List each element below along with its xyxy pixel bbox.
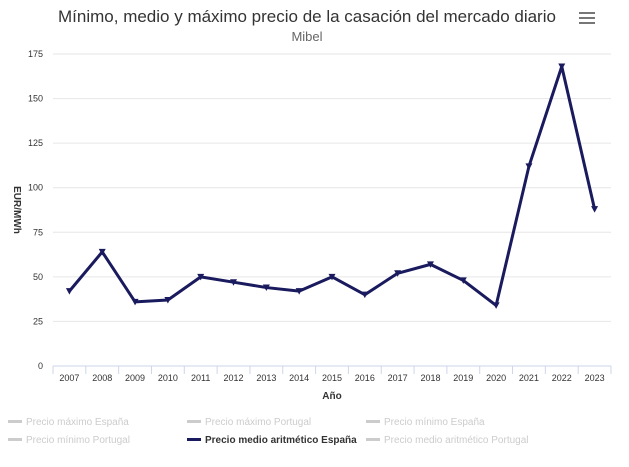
legend-item[interactable]: Precio máximo España	[8, 416, 129, 430]
data-point-marker[interactable]	[65, 288, 73, 295]
data-point-marker[interactable]	[361, 291, 369, 299]
legend-symbol-icon	[366, 419, 380, 423]
x-tick-label: 2014	[289, 373, 309, 383]
x-tick-label: 2023	[585, 373, 605, 383]
x-tick-label: 2010	[158, 373, 178, 383]
data-point-marker[interactable]	[328, 273, 336, 281]
data-point-marker[interactable]	[558, 63, 566, 70]
data-point-marker[interactable]	[459, 277, 467, 284]
x-tick-label: 2021	[519, 373, 539, 383]
x-tick-label: 2020	[486, 373, 506, 383]
legend-label: Precio máximo España	[26, 417, 129, 428]
legend-label: Precio medio aritmético España	[205, 435, 357, 446]
data-point-marker[interactable]	[197, 273, 205, 281]
legend-item[interactable]: Precio máximo Portugal	[187, 416, 311, 430]
y-tick-label: 75	[33, 227, 43, 237]
y-tick-label: 25	[33, 316, 43, 326]
legend-item[interactable]: Precio mínimo España	[366, 416, 485, 430]
series-line[interactable]	[67, 64, 597, 307]
x-tick-label: 2009	[125, 373, 145, 383]
x-axis-label: Año	[322, 391, 341, 402]
legend-item[interactable]: Precio medio aritmético España	[187, 434, 357, 448]
x-tick-label: 2016	[355, 373, 375, 383]
data-point-marker[interactable]	[394, 270, 402, 277]
x-tick-label: 2022	[552, 373, 572, 383]
x-tick-label: 2019	[453, 373, 473, 383]
legend-symbol-icon	[366, 437, 380, 441]
x-tick-label: 2015	[322, 373, 342, 383]
y-axis-ticks: 0 25 50 75 100 125 150 175	[28, 49, 43, 371]
legend-item[interactable]: Precio medio aritmético Portugal	[366, 434, 529, 448]
series-layer	[65, 63, 599, 309]
y-tick-label: 100	[28, 183, 43, 193]
data-point-marker[interactable]	[131, 298, 139, 306]
data-point-marker[interactable]	[492, 302, 500, 309]
y-tick-label: 125	[28, 138, 43, 148]
data-point-marker[interactable]	[98, 248, 106, 256]
data-point-marker[interactable]	[295, 288, 303, 295]
x-tick-label: 2011	[191, 373, 210, 383]
data-point-marker[interactable]	[525, 163, 533, 170]
y-tick-label: 175	[28, 49, 43, 59]
y-tick-label: 150	[28, 94, 43, 104]
legend-symbol-icon	[187, 437, 201, 441]
data-point-marker[interactable]	[230, 279, 238, 286]
x-tick-label: 2017	[388, 373, 408, 383]
x-tick-label: 2018	[420, 373, 440, 383]
hamburger-menu-icon[interactable]	[576, 10, 598, 28]
legend-label: Precio mínimo España	[384, 417, 485, 428]
y-tick-label: 0	[38, 361, 43, 371]
legend-symbol-icon	[8, 419, 22, 423]
x-tick-label: 2012	[224, 373, 244, 383]
data-point-marker[interactable]	[164, 297, 172, 304]
x-tick-label: 2007	[59, 373, 79, 383]
legend-symbol-icon	[187, 419, 201, 423]
y-axis-label: EUR/MWh	[11, 186, 22, 234]
chart-subtitle: Mibel	[291, 29, 323, 44]
chart-title: Mínimo, medio y máximo precio de la casa…	[58, 7, 556, 26]
x-tick-label: 2013	[256, 373, 276, 383]
legend-item[interactable]: Precio mínimo Portugal	[8, 434, 130, 448]
data-point-marker[interactable]	[426, 261, 434, 268]
grid-lines	[53, 53, 611, 322]
legend-symbol-icon	[8, 437, 22, 441]
data-point-marker[interactable]	[262, 284, 270, 292]
line-chart: 0 25 50 75 100 125 150 175 2007 2008 2009 2010 2011…	[11, 49, 612, 402]
legend-label: Precio mínimo Portugal	[26, 435, 130, 446]
data-point-marker[interactable]	[591, 206, 599, 213]
legend-label: Precio medio aritmético Portugal	[384, 435, 529, 446]
legend-label: Precio máximo Portugal	[205, 417, 312, 428]
x-axis-ticks: 2007 2008 2009 2010 2011 2012 2013 2014 2015 2016…	[52, 366, 612, 383]
y-tick-label: 50	[33, 272, 43, 282]
x-tick-label: 2008	[92, 373, 112, 383]
